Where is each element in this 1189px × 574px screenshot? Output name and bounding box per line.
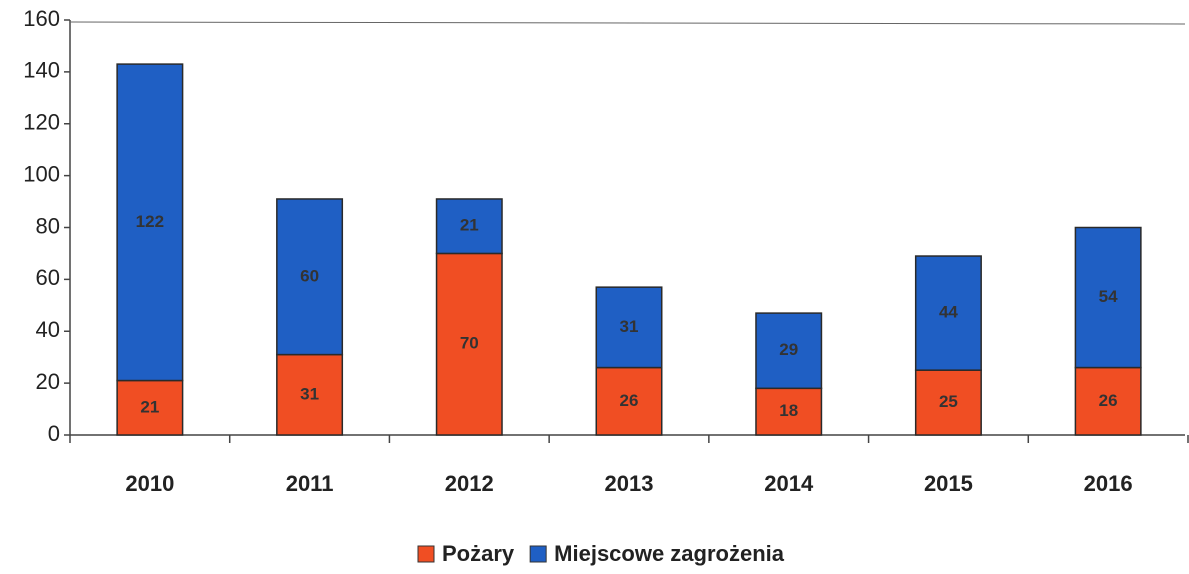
x-tick-label: 2012	[445, 471, 494, 496]
bar-segment	[435, 198, 503, 255]
value-label: 44	[939, 303, 958, 322]
legend-swatch	[417, 545, 435, 563]
value-label: 70	[460, 334, 479, 353]
x-tick-label: 2014	[764, 471, 814, 496]
y-tick-label: 60	[36, 265, 60, 290]
x-tick-label: 2015	[924, 471, 973, 496]
bar-segment	[595, 286, 663, 369]
bar-segment	[276, 353, 344, 436]
value-label: 18	[779, 401, 798, 420]
legend-label: Miejscowe zagrożenia	[554, 541, 785, 566]
value-label: 25	[939, 392, 958, 411]
top-border	[69, 21, 1186, 25]
bar-segment	[595, 366, 663, 436]
value-label: 122	[136, 212, 164, 231]
x-tick-label: 2010	[125, 471, 174, 496]
bar-segment	[435, 252, 503, 436]
y-tick-label: 80	[36, 213, 60, 238]
x-tick-label: 2016	[1084, 471, 1133, 496]
bar-segment	[755, 312, 823, 390]
y-tick-label: 20	[36, 369, 60, 394]
value-label: 31	[620, 317, 639, 336]
y-tick-label: 0	[48, 421, 60, 446]
x-tick-label: 2013	[605, 471, 654, 496]
value-label: 26	[1099, 391, 1118, 410]
y-tick-label: 40	[36, 317, 60, 342]
value-label: 54	[1099, 287, 1118, 306]
y-tick-label: 120	[23, 110, 60, 135]
value-label: 31	[300, 384, 319, 403]
value-label: 29	[779, 340, 798, 359]
bar-segment	[914, 369, 982, 436]
bar-segment	[1074, 366, 1142, 436]
value-label: 60	[300, 266, 319, 285]
bar-segment	[914, 255, 982, 371]
value-label: 21	[460, 216, 479, 235]
bar-segment	[276, 198, 344, 356]
x-tick-label: 2011	[286, 471, 334, 496]
value-label: 26	[620, 391, 639, 410]
y-tick-label: 160	[23, 6, 60, 31]
y-tick-label: 140	[23, 58, 60, 83]
y-tick-label: 100	[23, 161, 60, 186]
value-label: 21	[140, 397, 159, 416]
bar-segment	[1074, 226, 1142, 369]
legend-label: Pożary	[442, 541, 515, 566]
legend-swatch	[529, 545, 547, 563]
bar-segment	[116, 63, 184, 382]
